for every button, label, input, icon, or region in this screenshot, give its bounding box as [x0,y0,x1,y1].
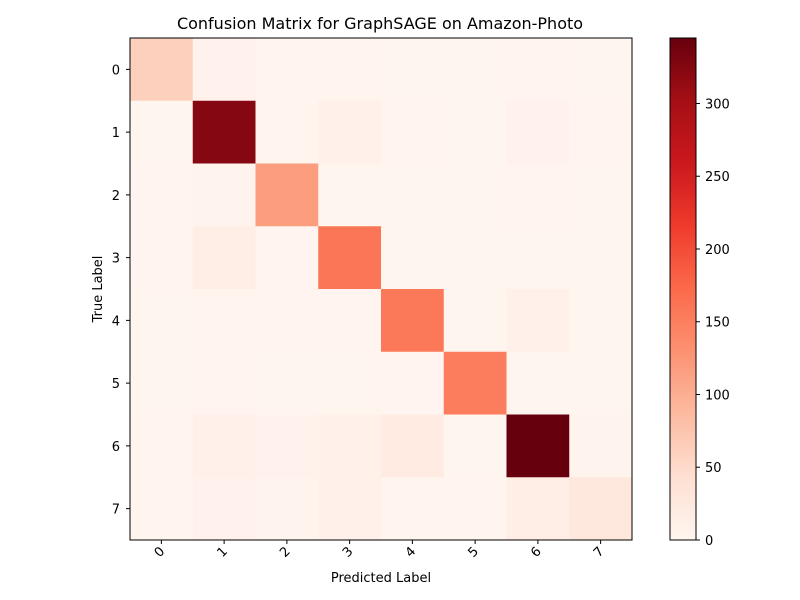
heatmap-cell-6-1 [192,414,256,478]
heatmap-cell-5-1 [192,351,256,415]
heatmap-cell-0-5 [443,38,507,102]
heatmap-cell-1-5 [443,100,507,164]
heatmap-cell-6-5 [443,414,507,478]
heatmap-cell-7-4 [381,477,445,541]
heatmap-cell-4-2 [255,289,319,353]
y-tick-label: 6 [112,440,120,455]
heatmap-cell-1-3 [318,100,382,164]
heatmap-cell-2-7 [569,163,633,227]
x-tick-label: 3 [340,544,356,560]
heatmap-cell-5-4 [381,351,445,415]
heatmap-cell-6-3 [318,414,382,478]
plot-frame [129,37,633,541]
y-tick-label: 4 [112,314,120,329]
heatmap-cell-4-4 [381,289,445,353]
heatmap-cell-4-5 [443,289,507,353]
heatmap-cell-4-1 [192,289,256,353]
heatmap-cell-7-3 [318,477,382,541]
heatmap-cell-2-1 [192,163,256,227]
heatmap-cell-3-0 [130,226,194,290]
heatmap-cell-1-2 [255,100,319,164]
y-tick-label: 0 [112,63,120,78]
heatmap-cell-6-0 [130,414,194,478]
x-tick-label: 1 [214,544,230,560]
heatmap-cell-7-5 [443,477,507,541]
heatmap-cell-7-1 [192,477,256,541]
heatmap-cell-6-7 [569,414,633,478]
colorbar-tick-label: 250 [705,170,730,185]
heatmap-cell-4-6 [506,289,570,353]
colorbar: 0 50 100 150 200 250 300 [669,37,730,549]
heatmap-cell-5-2 [255,351,319,415]
chart-title: Confusion Matrix for GraphSAGE on Amazon… [177,14,583,33]
heatmap-cell-1-6 [506,100,570,164]
heatmap-cell-4-0 [130,289,194,353]
colorbar-tick-label: 0 [705,534,713,549]
heatmap-cell-1-1 [192,100,256,164]
heatmap-cell-1-0 [130,100,194,164]
heatmap-cell-0-0 [130,38,194,102]
y-axis-ticks: 0 1 2 3 4 5 6 7 [112,63,130,518]
heatmap-cell-0-1 [192,38,256,102]
y-tick-label: 2 [112,189,120,204]
colorbar-ticks: 0 50 100 150 200 250 300 [696,97,730,549]
heatmap-cell-5-6 [506,351,570,415]
heatmap-cell-7-7 [569,477,633,541]
y-tick-label: 3 [112,252,120,267]
colorbar-frame [669,37,697,541]
y-tick-label: 1 [112,126,120,141]
x-axis-ticks: 0 1 2 3 4 5 6 7 [152,540,607,561]
heatmap-cell-2-5 [443,163,507,227]
heatmap-cell-2-0 [130,163,194,227]
x-tick-label: 6 [528,544,544,560]
heatmap-cell-6-6 [506,414,570,478]
heatmap-cell-0-2 [255,38,319,102]
heatmap-cell-2-3 [318,163,382,227]
heatmap-cell-3-6 [506,226,570,290]
heatmap-cell-3-3 [318,226,382,290]
heatmap-cell-0-6 [506,38,570,102]
heatmap-cell-2-6 [506,163,570,227]
x-tick-label: 0 [152,544,168,560]
heatmap-cell-3-7 [569,226,633,290]
heatmap-cell-4-3 [318,289,382,353]
heatmap-cell-3-2 [255,226,319,290]
heatmap-cell-4-7 [569,289,633,353]
heatmap-cell-5-5 [443,351,507,415]
colorbar-tick-label: 200 [705,243,730,258]
heatmap-cell-3-5 [443,226,507,290]
colorbar-gradient [670,38,696,540]
y-axis-label: True Label [91,256,106,324]
heatmap-cell-2-2 [255,163,319,227]
heatmap-cell-5-7 [569,351,633,415]
heatmap-cell-5-3 [318,351,382,415]
heatmap-cells [130,38,633,541]
heatmap-cell-7-2 [255,477,319,541]
heatmap-cell-0-7 [569,38,633,102]
colorbar-tick-label: 300 [705,97,730,112]
colorbar-tick-label: 150 [705,316,730,331]
heatmap-cell-3-1 [192,226,256,290]
heatmap-cell-6-2 [255,414,319,478]
y-tick-label: 5 [112,377,120,392]
x-tick-label: 5 [465,544,481,560]
x-tick-label: 2 [277,544,293,560]
colorbar-tick-label: 100 [705,388,730,403]
x-axis-label: Predicted Label [331,571,431,586]
heatmap-cell-7-6 [506,477,570,541]
colorbar-tick-label: 50 [705,461,722,476]
x-tick-label: 4 [403,544,419,560]
heatmap-cell-7-0 [130,477,194,541]
heatmap-cell-5-0 [130,351,194,415]
heatmap-cell-3-4 [381,226,445,290]
heatmap-cell-2-4 [381,163,445,227]
heatmap-cell-1-4 [381,100,445,164]
heatmap-cell-0-4 [381,38,445,102]
x-tick-label: 7 [591,544,607,560]
heatmap-cell-6-4 [381,414,445,478]
heatmap-cell-0-3 [318,38,382,102]
heatmap-cell-1-7 [569,100,633,164]
y-tick-label: 7 [112,503,120,518]
